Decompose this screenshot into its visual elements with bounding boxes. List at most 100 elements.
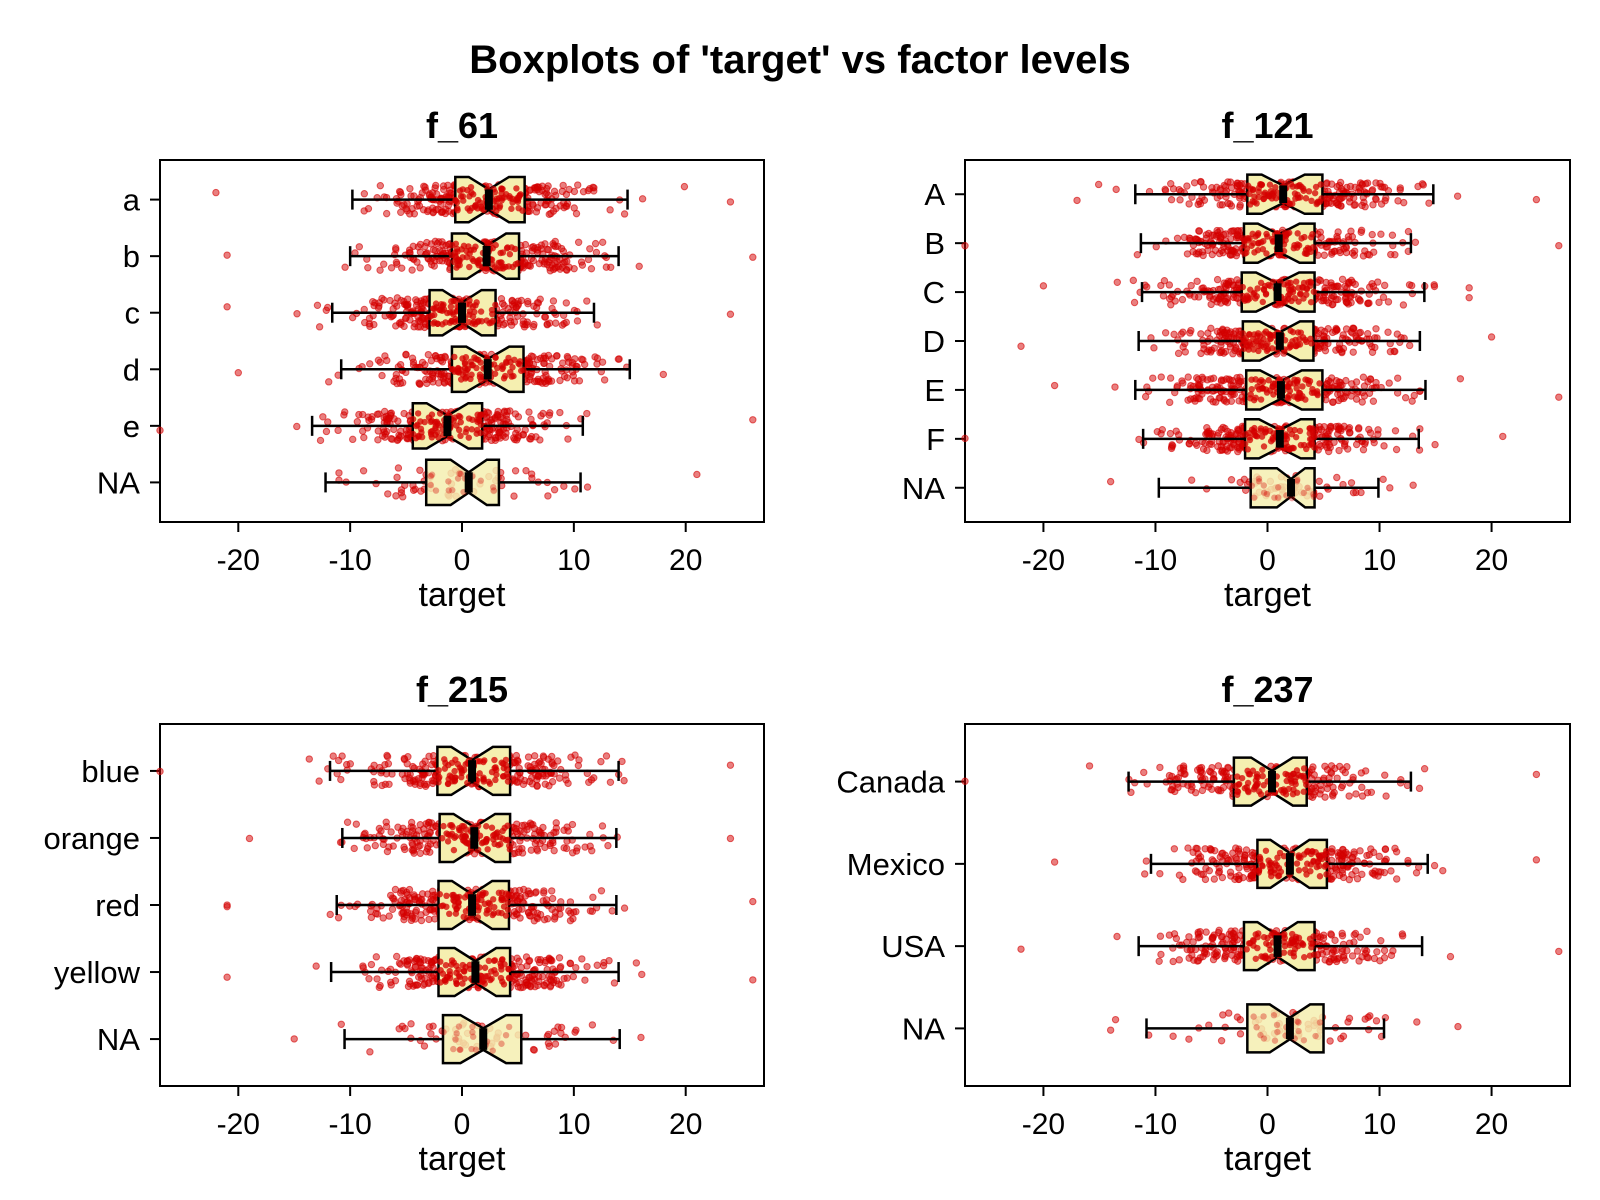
level-NA: NA [97,458,701,507]
data-point [1178,295,1187,304]
y-tick-label: A [924,177,945,212]
data-point [445,487,452,494]
data-point [477,308,485,315]
x-tick-label: 0 [454,544,471,577]
data-point [565,263,573,271]
data-point [1390,347,1398,355]
level-blue: blue [81,745,735,797]
data-point [1269,380,1277,387]
outlier-point [726,761,735,769]
data-point [606,206,614,214]
data-point [315,777,323,785]
data-point [559,181,567,190]
data-point [1330,283,1338,291]
data-point [1314,391,1321,399]
data-point [513,196,520,204]
data-point [1173,382,1182,390]
y-tick-label: a [123,183,141,218]
data-point [421,782,430,790]
y-tick-label: NA [97,465,140,500]
data-point [1260,482,1268,489]
data-point [544,492,552,500]
data-point [1333,182,1341,191]
data-point [1247,286,1254,293]
data-point [490,487,498,494]
data-point [552,204,560,213]
level-A: A [924,173,1541,216]
data-point [453,245,461,253]
data-point [1360,382,1369,390]
data-point [402,426,411,434]
level-e: e [123,401,757,450]
data-point [1316,380,1323,387]
x-axis-label: target [419,1140,506,1178]
data-point [349,435,357,444]
data-point [1254,231,1262,239]
data-point [1315,477,1323,485]
data-point [506,314,514,322]
data-point [445,478,452,485]
data-point [1227,277,1235,286]
data-point [293,310,301,318]
data-point [334,426,342,435]
panel-title: f_61 [426,105,498,146]
data-point [381,352,389,360]
data-point [432,487,440,494]
data-point [1232,234,1241,242]
data-point [431,246,439,255]
data-point [1226,444,1234,452]
y-tick-label: NA [902,471,945,506]
data-point [1325,447,1333,456]
data-point [477,411,484,418]
y-tick-label: E [924,373,945,408]
data-point [1465,293,1473,302]
data-point [1302,195,1310,202]
data-point [607,263,615,271]
outlier-point [156,767,164,776]
data-point [421,757,429,765]
data-point [387,313,395,321]
data-point [396,360,405,369]
data-point [1408,397,1416,405]
data-point [1281,231,1289,239]
data-point [1207,300,1215,309]
data-point [1183,250,1192,258]
outlier-point [693,470,701,479]
data-point [1167,196,1176,204]
data-point [1274,484,1282,491]
data-point [1328,301,1336,309]
data-point [530,752,539,760]
data-point [1207,375,1215,383]
data-point [1369,397,1378,405]
data-point [1323,379,1331,388]
x-axis-label: target [1224,576,1311,614]
data-point [1226,178,1235,186]
data-point [1130,298,1139,307]
data-point [541,377,549,386]
data-point [370,320,378,329]
outlier-point [234,369,242,377]
data-point [395,319,404,327]
data-point [454,364,462,372]
data-point [587,776,596,784]
data-point [1388,231,1397,239]
data-point [525,408,533,416]
data-point [501,433,510,441]
data-point [1377,200,1386,208]
data-point [316,436,325,445]
outlier-point [1532,195,1541,204]
data-point [1456,375,1465,383]
data-point [1094,180,1103,189]
data-point [492,354,499,361]
data-point [387,264,396,272]
data-point [1251,331,1258,338]
data-point [532,771,540,779]
data-point [1185,200,1193,208]
data-point [360,433,368,442]
data-point [1303,291,1310,298]
data-point [563,199,572,208]
data-point [1220,230,1228,239]
data-point [406,184,414,193]
data-point [427,481,434,489]
data-point [1283,435,1291,443]
